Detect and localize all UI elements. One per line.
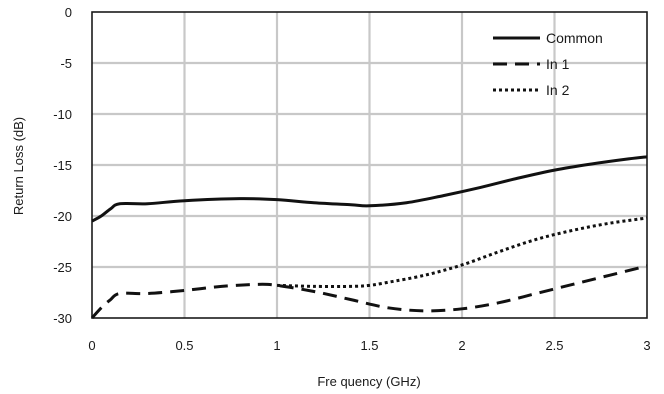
y-tick-label: -5: [60, 56, 72, 71]
y-tick-label: 0: [65, 5, 72, 20]
x-tick-label: 2: [458, 338, 465, 353]
legend-label-in-2: In 2: [546, 82, 570, 98]
gridlines: [92, 12, 647, 318]
y-tick-label: -15: [53, 158, 72, 173]
x-tick-label: 1.5: [360, 338, 378, 353]
y-tick-label: -30: [53, 311, 72, 326]
x-tick-label: 2.5: [545, 338, 563, 353]
x-tick-label: 3: [643, 338, 650, 353]
legend-label-common: Common: [546, 30, 603, 46]
series-line-in-2: [276, 216, 648, 289]
x-axis-title: Fre quency (GHz): [317, 374, 420, 389]
plot-area-frame: [91, 11, 648, 319]
legend-label-in-1: In 1: [546, 56, 570, 72]
series-layer: [90, 155, 648, 320]
series-line-common: [91, 155, 648, 223]
y-tick-label: -25: [53, 260, 72, 275]
y-tick-label: -20: [53, 209, 72, 224]
y-axis-title: Return Loss (dB): [11, 117, 26, 215]
legend: Common In 1 In 2: [493, 30, 603, 98]
series-line-in-1: [90, 264, 648, 320]
y-tick-label: -10: [53, 107, 72, 122]
y-tick-labels: 0 -5 -10 -15 -20 -25 -30: [53, 5, 72, 326]
x-tick-label: 1: [273, 338, 280, 353]
x-tick-label: 0.5: [175, 338, 193, 353]
x-tick-labels: 0 0.5 1 1.5 2 2.5 3: [88, 338, 650, 353]
x-tick-label: 0: [88, 338, 95, 353]
